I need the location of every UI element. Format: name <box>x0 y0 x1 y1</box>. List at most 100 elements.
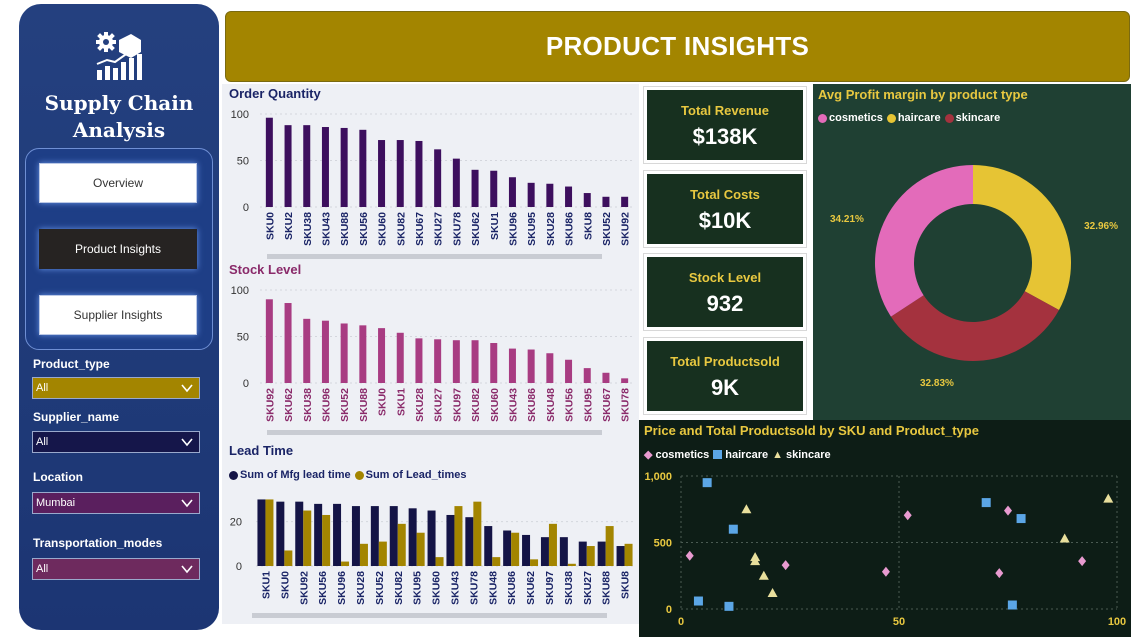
x-tick-label: SKU92 <box>298 571 310 605</box>
bar <box>322 514 331 566</box>
scatter-point-cosmetics <box>881 566 890 577</box>
legend-label: skincare <box>785 448 831 461</box>
stock-level-chart-title: Stock Level <box>229 262 302 277</box>
supplier-name-dropdown-value: All <box>36 436 49 448</box>
legend-dot <box>886 113 896 123</box>
bar <box>303 510 312 566</box>
bar <box>378 541 387 566</box>
bar <box>389 506 398 566</box>
scatter-point-skincare <box>1059 533 1070 543</box>
bar <box>452 158 460 207</box>
profit-margin-panel: Avg Profit margin by product type cosmet… <box>813 84 1131 420</box>
legend-dot <box>229 470 238 480</box>
bar <box>416 532 425 566</box>
x-tick-label: 100 <box>1108 616 1126 628</box>
bar <box>508 348 516 383</box>
x-tick-label: SKU82 <box>393 571 405 605</box>
horizontal-scrollbar <box>267 430 602 435</box>
kpi-total-productsold: Total Productsold 9K <box>644 338 806 414</box>
bar <box>503 530 512 566</box>
bar <box>522 534 531 566</box>
donut-slice-skincare <box>890 291 1059 361</box>
bar <box>314 503 323 566</box>
scatter-point-skincare <box>741 504 752 514</box>
x-tick-label: SKU86 <box>564 212 576 246</box>
price-productsold-scatter-chart: 0 500 1,000 0 50 100 <box>644 471 1126 628</box>
bar <box>359 325 367 383</box>
x-tick-label: SKU96 <box>320 388 332 422</box>
x-tick-label: SKU27 <box>433 388 445 422</box>
x-tick-label: SKU43 <box>449 571 461 605</box>
product-type-dropdown[interactable]: All <box>32 377 200 399</box>
diamond-marker-icon: ◆ <box>644 449 653 461</box>
slice-value-label: 34.21% <box>830 214 864 225</box>
bar <box>465 517 474 566</box>
location-filter-label: Location <box>33 470 83 484</box>
x-tick-label: SKU28 <box>414 388 426 422</box>
x-tick-label: SKU88 <box>358 388 370 422</box>
bar <box>583 368 591 383</box>
legend-item-haircare: haircare <box>886 112 941 124</box>
bar <box>508 177 516 207</box>
x-tick-label: SKU86 <box>506 571 518 605</box>
x-tick-label: SKU27 <box>433 212 445 246</box>
x-tick-label: SKU56 <box>358 212 370 246</box>
legend-dot <box>944 113 954 123</box>
y-tick-label: 0 <box>243 202 249 214</box>
nav-product-insights-button[interactable]: Product Insights <box>39 229 197 269</box>
app-title-line2: Analysis <box>72 118 166 142</box>
bar <box>602 372 610 383</box>
bar <box>359 129 367 207</box>
legend-item-skincare: ▲ skincare <box>772 449 831 461</box>
legend-dot <box>818 113 827 123</box>
bar <box>303 318 311 383</box>
bar <box>548 523 557 566</box>
location-dropdown[interactable]: Mumbai <box>32 492 200 514</box>
bar <box>490 343 498 383</box>
bar <box>340 127 348 207</box>
x-tick-label: SKU56 <box>317 571 329 605</box>
bar <box>565 186 573 207</box>
supplier-name-dropdown[interactable]: All <box>32 431 200 453</box>
navigation-panel: Overview Product Insights Supplier Insig… <box>25 148 213 350</box>
x-tick-label: SKU60 <box>431 571 443 605</box>
x-tick-label: SKU88 <box>601 571 613 605</box>
y-tick-label: 500 <box>654 538 672 550</box>
x-tick-label: SKU60 <box>377 212 389 246</box>
kpi-label: Total Costs <box>690 187 760 202</box>
bar <box>616 546 625 566</box>
x-tick-label: 0 <box>678 616 684 628</box>
legend-label: Sum of Lead_times <box>365 469 467 481</box>
x-tick-label: SKU38 <box>302 212 314 246</box>
transportation-modes-dropdown[interactable]: All <box>32 558 200 580</box>
x-tick-label: SKU92 <box>264 388 276 422</box>
x-tick-label: SKU52 <box>601 212 613 246</box>
x-tick-label: SKU62 <box>470 212 482 246</box>
nav-overview-button[interactable]: Overview <box>39 163 197 203</box>
bar <box>303 125 311 207</box>
x-tick-label: SKU0 <box>279 571 291 599</box>
bar <box>435 557 444 566</box>
x-tick-label: SKU60 <box>489 388 501 422</box>
kpi-label: Total Revenue <box>681 103 769 118</box>
order-quantity-chart: 0 50 100 SKU0 SKU2 SKU38 SKU43 SKU88 SKU56 SKU60 S… <box>231 109 634 259</box>
bar <box>396 332 404 383</box>
x-tick-label: SKU82 <box>470 388 482 422</box>
bar <box>284 303 292 383</box>
x-tick-label: SKU2 <box>283 212 295 240</box>
x-tick-label: SKU82 <box>395 212 407 246</box>
x-tick-label: SKU28 <box>545 212 557 246</box>
donut-slice-cosmetics <box>875 165 973 317</box>
sidebar: Supply Chain Analysis Overview Product I… <box>19 4 219 630</box>
bar <box>546 353 554 383</box>
nav-supplier-insights-button[interactable]: Supplier Insights <box>39 295 197 335</box>
x-tick-label: SKU56 <box>564 388 576 422</box>
scatter-point-haircare <box>728 524 738 534</box>
legend-label: haircare <box>897 112 941 124</box>
legend-item-cosmetics: ◆ cosmetics <box>644 448 709 462</box>
profit-margin-legend: cosmetics haircare skincare <box>818 112 1004 124</box>
kpi-value: 932 <box>706 291 744 316</box>
y-tick-label: 0 <box>236 561 242 573</box>
bar <box>559 537 568 566</box>
kpi-value: 9K <box>710 375 740 400</box>
